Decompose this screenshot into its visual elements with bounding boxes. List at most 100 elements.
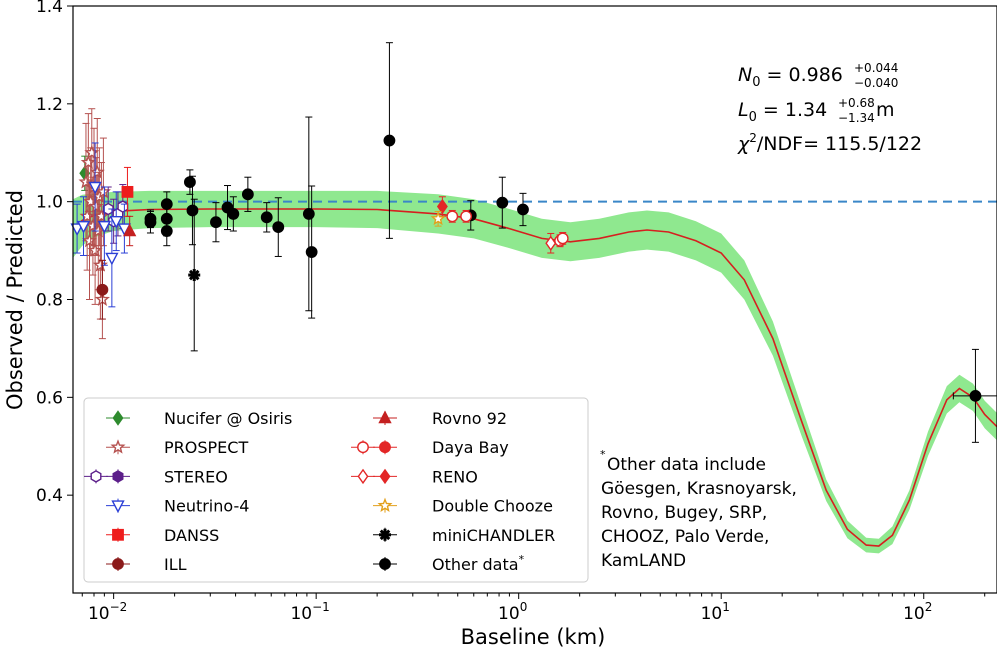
footnote-line: Göesgen, Krasnoyarsk, (601, 479, 797, 499)
legend-item: STEREO (84, 467, 228, 486)
legend-label: RENO (432, 467, 478, 486)
data-point (460, 210, 473, 223)
legend-marker (112, 470, 124, 483)
y-tick-label: 1.4 (36, 0, 63, 17)
legend-label: STEREO (164, 467, 228, 486)
legend-marker (111, 500, 125, 514)
data-point (123, 223, 137, 237)
data-point (144, 216, 157, 229)
x-tick-label: 10−1 (290, 600, 329, 624)
y-tick-label: 1.0 (36, 193, 63, 213)
legend-item: Other data* (373, 553, 525, 574)
legend-item: PROSPECT (106, 438, 248, 457)
data-point (430, 210, 446, 226)
legend-item: RENO (351, 467, 478, 486)
legend-item: DANSS (106, 526, 219, 545)
legend-marker (378, 410, 392, 424)
data-point (184, 176, 196, 189)
legend-marker (379, 441, 391, 454)
legend-label: Double Chooze (432, 497, 553, 516)
legend-marker (379, 468, 391, 485)
data-point (160, 225, 173, 237)
legend-label: ILL (164, 555, 187, 574)
legend-label: Rovno 92 (432, 409, 507, 428)
series-other-data (144, 42, 997, 443)
legend-marker (357, 468, 369, 485)
asterisk-stroke (379, 529, 391, 541)
data-point (88, 181, 102, 195)
data-point (105, 252, 119, 266)
legend-marker (112, 528, 124, 541)
series-reno (436, 196, 557, 254)
fit-curve-layer (73, 208, 997, 547)
axis-layer: 0.4 0.6 0.8 1.0 1.2 1.4 10−2 10−1 100 101 102 (36, 0, 986, 624)
data-point (76, 220, 91, 234)
legend-marker (112, 558, 124, 570)
legend-marker (357, 441, 369, 454)
legend: Nucifer @ Osiris PROSPECT STEREO Neutrino-4… (83, 397, 589, 583)
fit-n0: N0 = 0.986 (738, 64, 843, 90)
fit-curve (73, 208, 997, 547)
legend-marker (110, 439, 126, 454)
y-tick-label: 1.2 (36, 95, 63, 115)
data-point (210, 216, 222, 229)
x-tick-label: 10−2 (88, 600, 127, 624)
footnote-line: CHOOZ, Palo Verde, (601, 527, 769, 547)
x-tick-label: 101 (701, 600, 730, 624)
data-points-layer (70, 42, 997, 443)
legend-label: Neutrino-4 (164, 497, 249, 516)
data-point (79, 208, 95, 223)
series-rovno-92 (123, 215, 137, 247)
x-tick-label: 100 (498, 600, 527, 624)
data-point (188, 269, 201, 282)
data-point (88, 198, 104, 213)
y-tick-label: 0.8 (36, 291, 63, 311)
fit-annotation: N0 = 0.986 +0.044 −0.040 L0 = 1.34 +0.68… (737, 61, 922, 155)
data-point (556, 232, 569, 245)
data-point (969, 389, 982, 402)
legend-marker (379, 558, 391, 570)
legend-label: Other data* (432, 553, 525, 574)
footnote-line: KamLAND (601, 551, 686, 571)
legend-item: Daya Bay (351, 438, 509, 457)
fit-n0-upper: +0.044 (854, 61, 898, 75)
data-point (109, 216, 123, 229)
data-point (496, 196, 509, 209)
data-point (383, 134, 396, 147)
y-axis-label: Observed / Predicted (3, 190, 27, 410)
footnote: * Other data include Göesgen, Krasnoyars… (600, 448, 797, 571)
data-point (302, 207, 315, 220)
data-point (186, 204, 199, 217)
series-ill (96, 259, 109, 320)
series-minichandler (188, 198, 201, 352)
data-point (305, 246, 318, 258)
legend-item: Neutrino-4 (106, 497, 249, 516)
data-point (93, 208, 109, 223)
x-tick-label: 102 (903, 600, 932, 624)
legend-label: DANSS (164, 526, 219, 545)
legend-marker (112, 410, 124, 426)
data-point (446, 210, 459, 223)
footnote-line: Rovno, Bugey, SRP, (601, 503, 767, 523)
data-point (97, 220, 112, 234)
series-daya-bay (446, 209, 569, 248)
legend-label: Nucifer @ Osiris (164, 409, 292, 428)
legend-item: Rovno 92 (373, 409, 507, 428)
series-neutrino-4 (70, 142, 132, 308)
data-point (227, 207, 240, 220)
data-point (241, 188, 254, 201)
legend-item: Nucifer @ Osiris (106, 409, 292, 428)
data-point (545, 235, 557, 251)
series-double-chooze (430, 210, 446, 227)
fit-l0-upper: +0.68 (838, 96, 875, 110)
legend-marker (90, 470, 102, 483)
footnote-line: Other data include (607, 455, 766, 475)
fit-l0: L0 = 1.34 (738, 99, 827, 125)
legend-item: miniCHANDLER (373, 526, 555, 545)
data-point (96, 283, 109, 296)
fit-n0-lower: −0.040 (854, 76, 898, 90)
x-axis-label: Baseline (km) (461, 625, 606, 649)
data-point (517, 203, 529, 216)
